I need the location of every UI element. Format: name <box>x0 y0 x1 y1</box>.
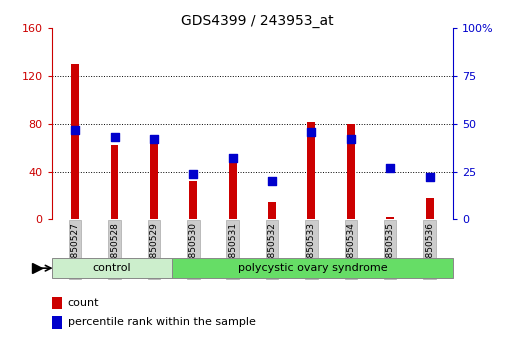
Bar <box>172 258 453 278</box>
Bar <box>52 297 62 309</box>
Text: GSM850532: GSM850532 <box>267 222 277 277</box>
Point <box>425 175 434 180</box>
Point <box>268 178 276 184</box>
Point <box>189 171 197 176</box>
Text: GDS4399 / 243953_at: GDS4399 / 243953_at <box>181 14 334 28</box>
Text: GSM850533: GSM850533 <box>307 222 316 277</box>
Bar <box>52 258 172 278</box>
Bar <box>425 198 434 219</box>
Text: GSM850527: GSM850527 <box>71 222 80 277</box>
Text: GSM850531: GSM850531 <box>228 222 237 277</box>
Bar <box>347 124 355 219</box>
Point <box>71 127 79 132</box>
Text: GSM850528: GSM850528 <box>110 222 119 277</box>
Bar <box>386 217 394 219</box>
Text: polycystic ovary syndrome: polycystic ovary syndrome <box>238 263 387 273</box>
Point <box>229 155 237 161</box>
Point <box>347 136 355 142</box>
Point <box>150 136 158 142</box>
Bar <box>229 162 236 219</box>
Text: count: count <box>67 298 99 308</box>
Text: control: control <box>93 263 131 273</box>
Text: GSM850534: GSM850534 <box>346 222 355 277</box>
Text: GSM850529: GSM850529 <box>149 222 159 277</box>
Point <box>110 135 118 140</box>
Bar <box>268 201 276 219</box>
Bar <box>71 64 79 219</box>
Point <box>307 129 316 135</box>
Text: GSM850530: GSM850530 <box>189 222 198 277</box>
Bar <box>190 181 197 219</box>
Text: GSM850535: GSM850535 <box>386 222 394 277</box>
Bar <box>307 121 315 219</box>
Text: GSM850536: GSM850536 <box>425 222 434 277</box>
Bar <box>111 145 118 219</box>
Bar <box>52 316 62 329</box>
Text: percentile rank within the sample: percentile rank within the sample <box>67 317 255 327</box>
Bar <box>150 136 158 219</box>
Point <box>386 165 394 171</box>
